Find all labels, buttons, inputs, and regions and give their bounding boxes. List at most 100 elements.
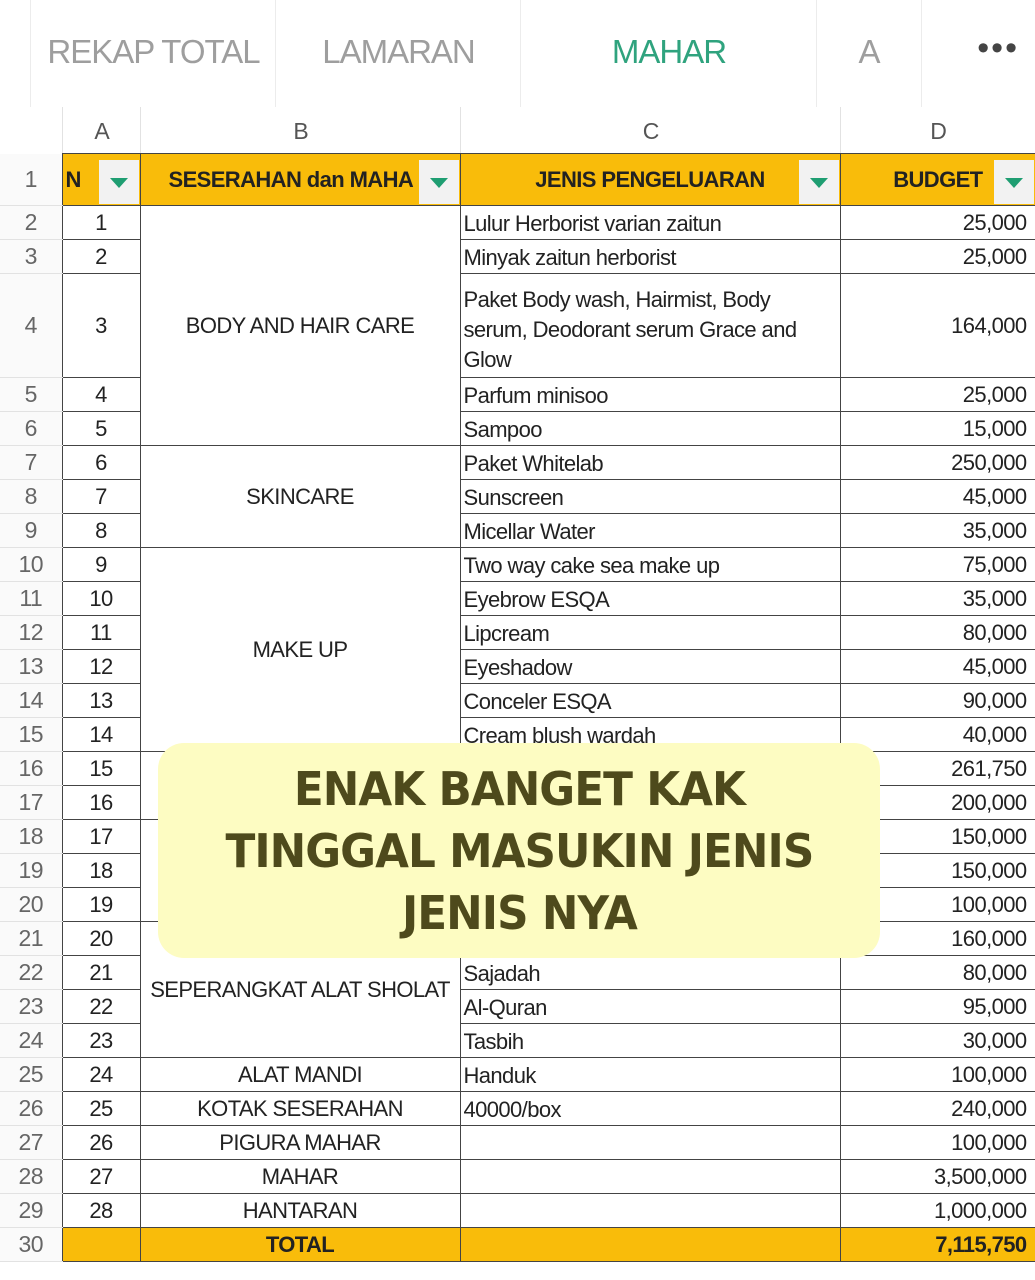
cell-item[interactable]: Tasbih bbox=[459, 1023, 841, 1058]
cell-budget[interactable]: 240,000 bbox=[839, 1091, 1035, 1126]
cell-no[interactable]: 7 bbox=[61, 479, 141, 514]
tab-rekap-total[interactable]: REKAP TOTAL bbox=[30, 0, 276, 107]
row-number[interactable]: 7 bbox=[0, 445, 62, 480]
cell-budget[interactable]: 250,000 bbox=[839, 445, 1035, 480]
cell-no[interactable]: 23 bbox=[61, 1023, 141, 1058]
cell-item[interactable]: Handuk bbox=[459, 1057, 841, 1092]
row-number[interactable]: 3 bbox=[0, 239, 62, 274]
cell-item[interactable] bbox=[459, 1125, 841, 1160]
row-number[interactable]: 2 bbox=[0, 205, 62, 240]
cell-item[interactable]: Paket Body wash, Hairmist, Body serum, D… bbox=[459, 273, 841, 378]
row-number[interactable]: 24 bbox=[0, 1023, 62, 1058]
row-number[interactable]: 25 bbox=[0, 1057, 62, 1092]
cell-no[interactable]: 21 bbox=[61, 955, 141, 990]
cell-item[interactable]: Lulur Herborist varian zaitun bbox=[459, 205, 841, 240]
row-number[interactable]: 12 bbox=[0, 615, 62, 650]
cell-item[interactable]: Parfum minisoo bbox=[459, 377, 841, 412]
header-budget[interactable]: BUDGET bbox=[839, 153, 1035, 206]
total-label[interactable]: TOTAL bbox=[139, 1227, 461, 1262]
cell-item[interactable]: Sunscreen bbox=[459, 479, 841, 514]
filter-dropdown-icon[interactable] bbox=[993, 160, 1034, 204]
cell-budget[interactable]: 30,000 bbox=[839, 1023, 1035, 1058]
cell-no[interactable]: 1 bbox=[61, 205, 141, 240]
cell-no[interactable]: 5 bbox=[61, 411, 141, 446]
cell-budget[interactable]: 90,000 bbox=[839, 683, 1035, 718]
filter-dropdown-icon[interactable] bbox=[418, 160, 459, 204]
cell-budget[interactable]: 164,000 bbox=[839, 273, 1035, 378]
row-number[interactable]: 27 bbox=[0, 1125, 62, 1160]
cell-no[interactable]: 4 bbox=[61, 377, 141, 412]
cell-category[interactable]: KOTAK SESERAHAN bbox=[139, 1091, 461, 1126]
row-number[interactable]: 21 bbox=[0, 921, 62, 956]
row-number[interactable]: 8 bbox=[0, 479, 62, 514]
cell-no[interactable]: 12 bbox=[61, 649, 141, 684]
cell-no[interactable]: 16 bbox=[61, 785, 141, 820]
row-number[interactable]: 6 bbox=[0, 411, 62, 446]
column-header-b[interactable]: B bbox=[140, 107, 461, 153]
tab-a[interactable]: A bbox=[816, 0, 922, 107]
cell-budget[interactable]: 80,000 bbox=[839, 955, 1035, 990]
header-item[interactable]: JENIS PENGELUARAN bbox=[459, 153, 841, 206]
cell-no[interactable] bbox=[61, 1227, 141, 1262]
cell-budget[interactable]: 15,000 bbox=[839, 411, 1035, 446]
column-header-d[interactable]: D bbox=[840, 107, 1035, 153]
row-number[interactable]: 16 bbox=[0, 751, 62, 786]
cell-no[interactable]: 26 bbox=[61, 1125, 141, 1160]
cell-item[interactable]: Eyebrow ESQA bbox=[459, 581, 841, 616]
cell-item[interactable]: Conceler ESQA bbox=[459, 683, 841, 718]
cell-category[interactable]: BODY AND HAIR CARE bbox=[139, 205, 461, 446]
cell-budget[interactable]: 1,000,000 bbox=[839, 1193, 1035, 1228]
more-tabs-icon[interactable]: ••• bbox=[977, 29, 1019, 67]
cell-category[interactable]: ALAT MANDI bbox=[139, 1057, 461, 1092]
cell-no[interactable]: 2 bbox=[61, 239, 141, 274]
row-number[interactable]: 14 bbox=[0, 683, 62, 718]
cell-no[interactable]: 8 bbox=[61, 513, 141, 548]
column-header-c[interactable]: C bbox=[460, 107, 841, 153]
total-value[interactable]: 7,115,750 bbox=[839, 1227, 1035, 1262]
cell-no[interactable]: 18 bbox=[61, 853, 141, 888]
cell-item[interactable]: Al-Quran bbox=[459, 989, 841, 1024]
cell-item[interactable] bbox=[459, 1193, 841, 1228]
cell-category[interactable]: HANTARAN bbox=[139, 1193, 461, 1228]
cell-budget[interactable]: 100,000 bbox=[839, 1057, 1035, 1092]
cell-no[interactable]: 28 bbox=[61, 1193, 141, 1228]
cell-budget[interactable]: 100,000 bbox=[839, 1125, 1035, 1160]
row-number[interactable]: 22 bbox=[0, 955, 62, 990]
row-number[interactable]: 26 bbox=[0, 1091, 62, 1126]
row-number[interactable]: 18 bbox=[0, 819, 62, 854]
cell-budget[interactable]: 25,000 bbox=[839, 377, 1035, 412]
cell-category[interactable]: SKINCARE bbox=[139, 445, 461, 548]
cell-no[interactable]: 13 bbox=[61, 683, 141, 718]
row-number[interactable]: 9 bbox=[0, 513, 62, 548]
cell-no[interactable]: 3 bbox=[61, 273, 141, 378]
cell-no[interactable]: 20 bbox=[61, 921, 141, 956]
filter-dropdown-icon[interactable] bbox=[798, 160, 839, 204]
cell-item[interactable]: Sampoo bbox=[459, 411, 841, 446]
tab-mahar-seserahan[interactable]: MAHAR SESERAHAN bbox=[520, 0, 817, 174]
row-number[interactable]: 23 bbox=[0, 989, 62, 1024]
cell-item[interactable]: Eyeshadow bbox=[459, 649, 841, 684]
cell-no[interactable]: 25 bbox=[61, 1091, 141, 1126]
column-header-a[interactable]: A bbox=[62, 107, 141, 153]
cell-item[interactable]: Minyak zaitun herborist bbox=[459, 239, 841, 274]
row-number[interactable]: 30 bbox=[0, 1227, 62, 1262]
cell-no[interactable]: 27 bbox=[61, 1159, 141, 1194]
cell-item[interactable]: Sajadah bbox=[459, 955, 841, 990]
cell-item[interactable] bbox=[459, 1159, 841, 1194]
cell-category[interactable]: MAHAR bbox=[139, 1159, 461, 1194]
cell-no[interactable]: 10 bbox=[61, 581, 141, 616]
row-number[interactable]: 15 bbox=[0, 717, 62, 752]
cell-category[interactable]: MAKE UP bbox=[139, 547, 461, 752]
cell-budget[interactable]: 80,000 bbox=[839, 615, 1035, 650]
row-number[interactable]: 17 bbox=[0, 785, 62, 820]
cell-item[interactable] bbox=[459, 1227, 841, 1262]
filter-dropdown-icon[interactable] bbox=[98, 160, 139, 204]
header-no[interactable]: N bbox=[61, 153, 141, 206]
cell-budget[interactable]: 25,000 bbox=[839, 205, 1035, 240]
row-number[interactable]: 1 bbox=[0, 153, 62, 206]
cell-budget[interactable]: 40,000 bbox=[839, 717, 1035, 752]
cell-no[interactable]: 17 bbox=[61, 819, 141, 854]
cell-budget[interactable]: 35,000 bbox=[839, 581, 1035, 616]
cell-no[interactable]: 19 bbox=[61, 887, 141, 922]
row-number[interactable]: 10 bbox=[0, 547, 62, 582]
